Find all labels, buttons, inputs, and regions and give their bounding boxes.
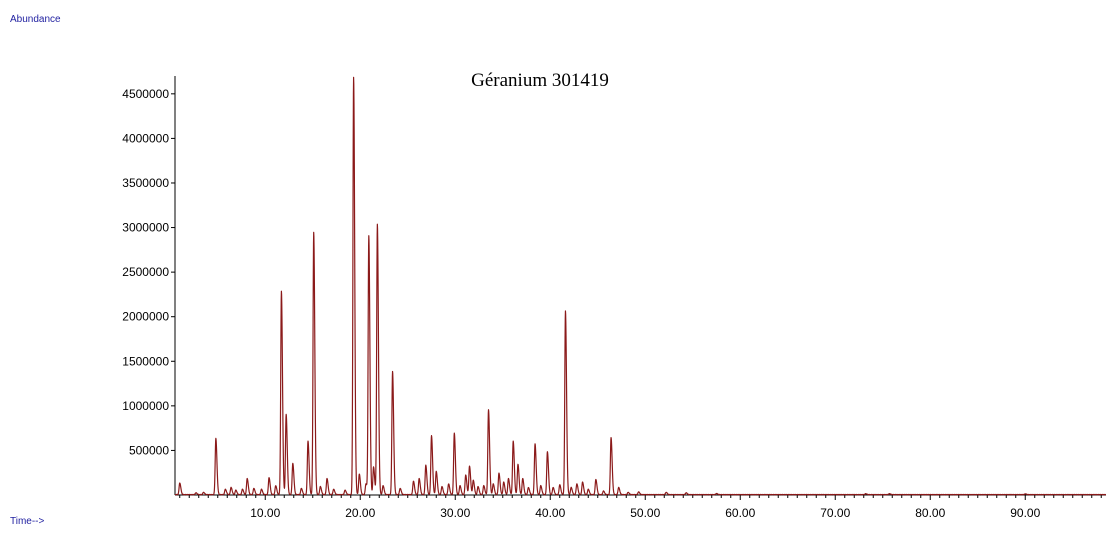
plot-area	[174, 76, 1107, 496]
x-tick-label: 40.00	[535, 506, 565, 520]
axes: 500000 1000000 1500000 2000000 2500000 300000…	[122, 76, 1106, 520]
x-tick-label: 90.00	[1010, 506, 1040, 520]
x-tick-label: 20.00	[345, 506, 375, 520]
y-axis-label: Abundance	[10, 14, 61, 25]
y-tick-label: 3000000	[122, 221, 169, 235]
x-tick-label: 80.00	[915, 506, 945, 520]
chromatogram-trace	[174, 76, 1107, 496]
y-tick-label: 4500000	[122, 87, 169, 101]
chart-title: Géranium 301419	[471, 70, 609, 91]
y-tick-label: 1500000	[122, 354, 169, 368]
x-tick-label: 60.00	[725, 506, 755, 520]
x-tick-label: 30.00	[440, 506, 470, 520]
x-tick-label: 10.00	[250, 506, 280, 520]
y-tick-label: 4000000	[122, 131, 169, 145]
y-tick-label: 500000	[129, 443, 169, 457]
y-tick-label: 2500000	[122, 265, 169, 279]
x-tick-label: 50.00	[630, 506, 660, 520]
x-axis-label: Time-->	[10, 516, 45, 527]
y-tick-label: 2000000	[122, 310, 169, 324]
y-tick-label: 3500000	[122, 176, 169, 190]
y-tick-label: 1000000	[122, 399, 169, 413]
x-tick-label: 70.00	[820, 506, 850, 520]
